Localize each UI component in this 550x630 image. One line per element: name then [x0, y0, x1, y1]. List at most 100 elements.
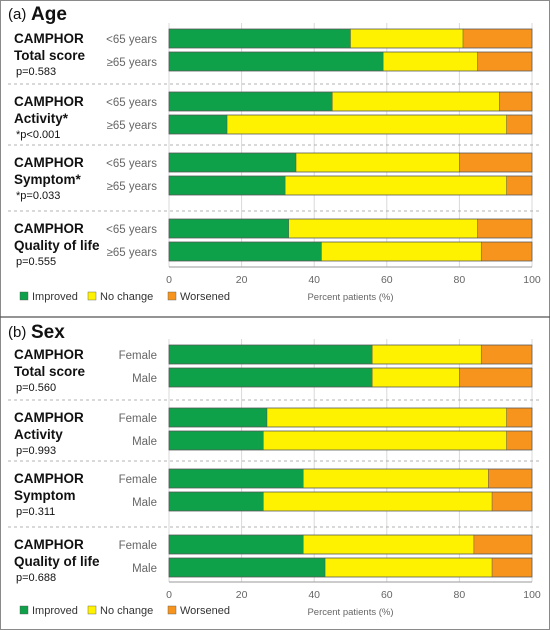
x-tick-label: 80 — [454, 589, 466, 601]
bar-segment-no-change — [321, 241, 482, 262]
x-tick-label: 20 — [236, 589, 248, 601]
legend-label: Improved — [32, 605, 78, 617]
bar-segment-worsened — [488, 468, 533, 489]
bar-outline — [168, 367, 533, 388]
bar-segment-no-change — [263, 491, 493, 512]
group-name: Total score — [14, 48, 86, 63]
group: CAMPHOR Symptom p=0.311 Female Male — [14, 468, 533, 518]
bar-segment-worsened — [473, 534, 533, 555]
x-tick-label: 60 — [381, 589, 393, 601]
p-value-label: p=0.688 — [16, 572, 56, 584]
group: CAMPHOR Symptom* *p=0.033 <65 years ≥65 year… — [14, 152, 533, 202]
x-axis-title: Percent patients (%) — [307, 607, 393, 618]
group-name: Symptom* — [14, 172, 82, 187]
x-tick-label: 20 — [236, 274, 248, 286]
bar-outline — [168, 28, 533, 49]
panel-letter: (b) — [8, 324, 26, 341]
bar-segment-improved — [168, 175, 286, 196]
category-label: Female — [119, 540, 157, 552]
category-label: Male — [132, 563, 157, 575]
bar-segment-no-change — [303, 468, 489, 489]
group-name: CAMPHOR — [14, 347, 84, 362]
bar-segment-worsened — [459, 152, 533, 173]
p-value-label: p=0.560 — [16, 382, 56, 394]
bar-segment-worsened — [506, 430, 533, 451]
group-name: CAMPHOR — [14, 537, 84, 552]
p-value-label: p=0.311 — [16, 506, 55, 518]
bar-segment-improved — [168, 557, 326, 578]
legend-item: Improved — [19, 291, 78, 303]
p-value-label: *p<0.001 — [16, 129, 60, 141]
x-tick-label: 100 — [523, 589, 541, 601]
x-tick-label: 60 — [381, 274, 393, 286]
bar-segment-worsened — [506, 175, 533, 196]
bar-outline — [168, 218, 533, 239]
x-axis-title: Percent patients (%) — [307, 292, 393, 303]
bar-outline — [168, 51, 533, 72]
legend-item: Improved — [19, 605, 78, 617]
bar-segment-improved — [168, 344, 373, 365]
bar-segment-worsened — [491, 557, 533, 578]
legend-item: No change — [87, 291, 153, 303]
category-label: ≥65 years — [107, 57, 158, 69]
bar-segment-improved — [168, 367, 373, 388]
group-name: Activity* — [14, 111, 69, 126]
group-name: Quality of life — [14, 238, 100, 253]
bar-outline — [168, 114, 533, 135]
bar-outline — [168, 152, 533, 173]
legend-swatch — [167, 605, 177, 615]
category-label: Male — [132, 436, 157, 448]
bar-segment-no-change — [303, 534, 475, 555]
category-label: <65 years — [106, 34, 157, 46]
legend-swatch — [87, 291, 97, 301]
legend-label: Worsened — [180, 291, 230, 303]
group-name: CAMPHOR — [14, 221, 84, 236]
p-value-label: *p=0.033 — [16, 190, 60, 202]
panel-a: (a) Age CAMPHOR Total score p=0.583 <65 years… — [8, 4, 542, 303]
bar-segment-worsened — [459, 367, 533, 388]
bar-segment-improved — [168, 114, 228, 135]
bar-segment-worsened — [506, 114, 533, 135]
bar-segment-improved — [168, 28, 351, 49]
bar-outline — [168, 241, 533, 262]
bar-segment-worsened — [499, 91, 533, 112]
bar-segment-no-change — [372, 344, 482, 365]
category-label: Female — [119, 474, 157, 486]
group: CAMPHOR Total score p=0.560 Female Male — [14, 344, 533, 394]
bar-segment-improved — [168, 430, 264, 451]
bar-segment-worsened — [462, 28, 533, 49]
bar-segment-worsened — [477, 51, 533, 72]
x-tick-label: 80 — [454, 274, 466, 286]
bar-segment-worsened — [480, 241, 533, 262]
legend-swatch — [19, 291, 29, 301]
legend-swatch — [87, 605, 97, 615]
bar-outline — [168, 175, 533, 196]
category-label: ≥65 years — [107, 120, 158, 132]
group-name: CAMPHOR — [14, 155, 84, 170]
bar-segment-no-change — [332, 91, 500, 112]
legend-label: No change — [100, 605, 153, 617]
bar-segment-no-change — [382, 51, 478, 72]
group-name: Total score — [14, 364, 86, 379]
bar-segment-no-change — [263, 430, 507, 451]
bar-segment-worsened — [480, 344, 533, 365]
legend-label: Improved — [32, 291, 78, 303]
x-tick-label: 0 — [166, 274, 172, 286]
bar-segment-no-change — [266, 407, 507, 428]
bar-segment-improved — [168, 51, 384, 72]
bar-segment-worsened — [506, 407, 533, 428]
category-label: Female — [119, 413, 157, 425]
group: CAMPHOR Quality of life p=0.688 Female Male — [14, 534, 533, 584]
p-value-label: p=0.555 — [16, 256, 56, 268]
bar-segment-no-change — [372, 367, 460, 388]
legend-swatch — [167, 291, 177, 301]
bar-outline — [168, 407, 533, 428]
bar-outline — [168, 491, 533, 512]
x-tick-label: 40 — [308, 589, 320, 601]
group: CAMPHOR Activity p=0.993 Female Male — [14, 407, 533, 457]
legend-label: Worsened — [180, 605, 230, 617]
panel-title: Age — [31, 4, 67, 25]
group: CAMPHOR Quality of life p=0.555 <65 years ≥6… — [14, 218, 533, 268]
bar-segment-improved — [168, 468, 304, 489]
group: CAMPHOR Total score p=0.583 <65 years ≥65 ye… — [14, 28, 533, 78]
